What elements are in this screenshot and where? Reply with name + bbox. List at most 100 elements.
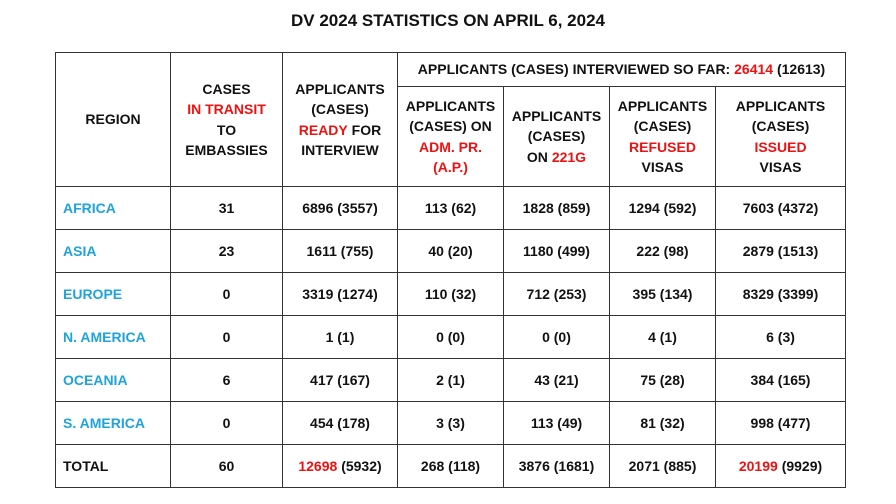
region-name: TOTAL [63,457,109,474]
header-text: 26414 [734,61,774,78]
header-line: ISSUED [720,137,841,158]
cell-value: 6 [222,371,231,388]
value-cell: 7603 (4372) [714,186,847,230]
value-cell: 0 [170,315,283,359]
value-cell: 81 (32) [609,401,716,445]
header-text: APPLICANTS [511,107,602,124]
region-name: ASIA [63,242,97,259]
header-line: TO [175,120,278,141]
value-cell: 3 (3) [397,401,504,445]
header-text: APPLICANTS [405,97,496,114]
cell-value: 1 (1) [325,328,355,345]
region-cell: EUROPE [55,272,171,316]
region-name: EUROPE [63,285,123,302]
value-cell: 998 (477) [714,401,847,445]
header-line: CASES [175,79,278,100]
value-cell: 1 (1) [282,315,398,359]
cell-value: 43 (21) [534,371,579,388]
cell-value: 3876 (1681) [518,457,595,474]
header-line: VISAS [614,157,711,178]
header-text: VISAS [641,159,684,175]
region-cell: S. AMERICA [55,401,171,445]
value-cell: 222 (98) [609,229,716,273]
value-cell: 2 (1) [397,358,504,402]
value-cell: 6 (3) [714,315,847,359]
value-cell: 40 (20) [397,229,504,273]
cell-value: 454 (178) [310,414,370,431]
cell-value: 3 (3) [436,414,465,431]
cell-value: 1180 (499) [523,242,590,259]
column-header: REGION [55,52,171,187]
cell-value: 110 (32) [424,285,477,302]
column-header: APPLICANTS (CASES) REFUSED VISAS [609,86,716,187]
cell-value: 998 (477) [750,414,811,431]
header-text: CASES [202,80,251,97]
header-line: APPLICANTS [614,96,711,117]
value-cell: 75 (28) [609,358,716,402]
header-line: (CASES) [287,99,393,120]
cell-value: 268 (118) [420,457,481,474]
table-row: OCEANIA 6 417 (167) 2 (1) 43 (21) 75 (28) 384 … [55,358,847,402]
header-line: (CASES) [720,116,841,137]
header-row: REGION CASES IN TRANSIT TO EMBASSIES APPLICAN… [55,52,847,187]
cell-value: 20199 [738,457,778,474]
header-text: (A.P.) [433,159,468,175]
header-line: APPLICANTS [402,96,499,117]
header-line: EMBASSIES [175,140,278,161]
table-row: N. AMERICA 0 1 (1) 0 (0) 0 (0) 4 (1) 6 (3) [55,315,847,359]
cell-value: 1611 (755) [306,242,374,259]
cell-value: 113 (49) [530,414,583,431]
region-cell: TOTAL [55,444,171,488]
value-cell: 454 (178) [282,401,398,445]
table-row: AFRICA 31 6896 (3557) 113 (62) 1828 (859) 129… [55,186,847,230]
header-text: (CASES) [633,118,692,134]
header-line: (CASES) ON [402,116,499,137]
region-name: N. AMERICA [63,328,146,345]
header-text: (CASES) [527,128,586,145]
value-cell: 110 (32) [397,272,504,316]
stats-table: REGION CASES IN TRANSIT TO EMBASSIES APPLICAN… [55,52,847,488]
header-text: APPLICANTS [295,80,385,97]
header-text: (CASES) [311,101,369,117]
header-line: APPLICANTS (CASES) INTERVIEWED SO FAR: 26… [402,59,841,80]
cell-value: 222 (98) [636,242,689,259]
header-line: VISAS [720,157,841,178]
cell-value: 8329 (3399) [742,285,819,302]
cell-value: 395 (134) [632,285,693,302]
header-text: REGION [85,111,141,128]
header-line: (CASES) [508,126,605,147]
header-line: ON 221G [508,147,605,168]
header-text: (CASES) [751,118,810,134]
header-text: INTERVIEW [301,142,379,158]
header-text: VISAS [759,159,802,175]
value-cell: 12698 (5932) [282,444,398,488]
cell-value: 40 (20) [428,242,473,259]
value-cell: 2071 (885) [609,444,716,488]
column-header: APPLICANTS (CASES) ISSUED VISAS [714,86,847,187]
cell-value: 4 (1) [648,328,677,345]
region-name: OCEANIA [63,371,128,388]
header-line: (CASES) [614,116,711,137]
value-cell: 0 [170,272,283,316]
header-line: READY FOR [287,120,393,141]
header-text: 221G [551,148,587,165]
region-cell: ASIA [55,229,171,273]
header-line: ADM. PR. [402,137,499,158]
value-cell: 1828 (859) [503,186,610,230]
value-cell: 395 (134) [609,272,716,316]
cell-value: 12698 [298,457,338,474]
column-header: APPLICANTS (CASES) ON ADM. PR. (A.P.) [397,86,504,187]
cell-value: 712 (253) [526,285,587,302]
region-name: S. AMERICA [63,414,145,431]
cell-value: 2879 (1513) [742,242,819,259]
cell-value: 417 (167) [310,371,370,388]
cell-value: 0 [222,414,231,431]
header-text: REFUSED [629,138,696,155]
header-text: (CASES) ON [409,118,492,134]
column-header: APPLICANTS (CASES) READY FOR INTERVIEW [282,52,398,187]
value-cell: 113 (49) [503,401,610,445]
cell-value: 3319 (1274) [302,285,378,302]
region-cell: OCEANIA [55,358,171,402]
header-line: REGION [60,109,166,130]
cell-value: 60 [218,457,235,474]
